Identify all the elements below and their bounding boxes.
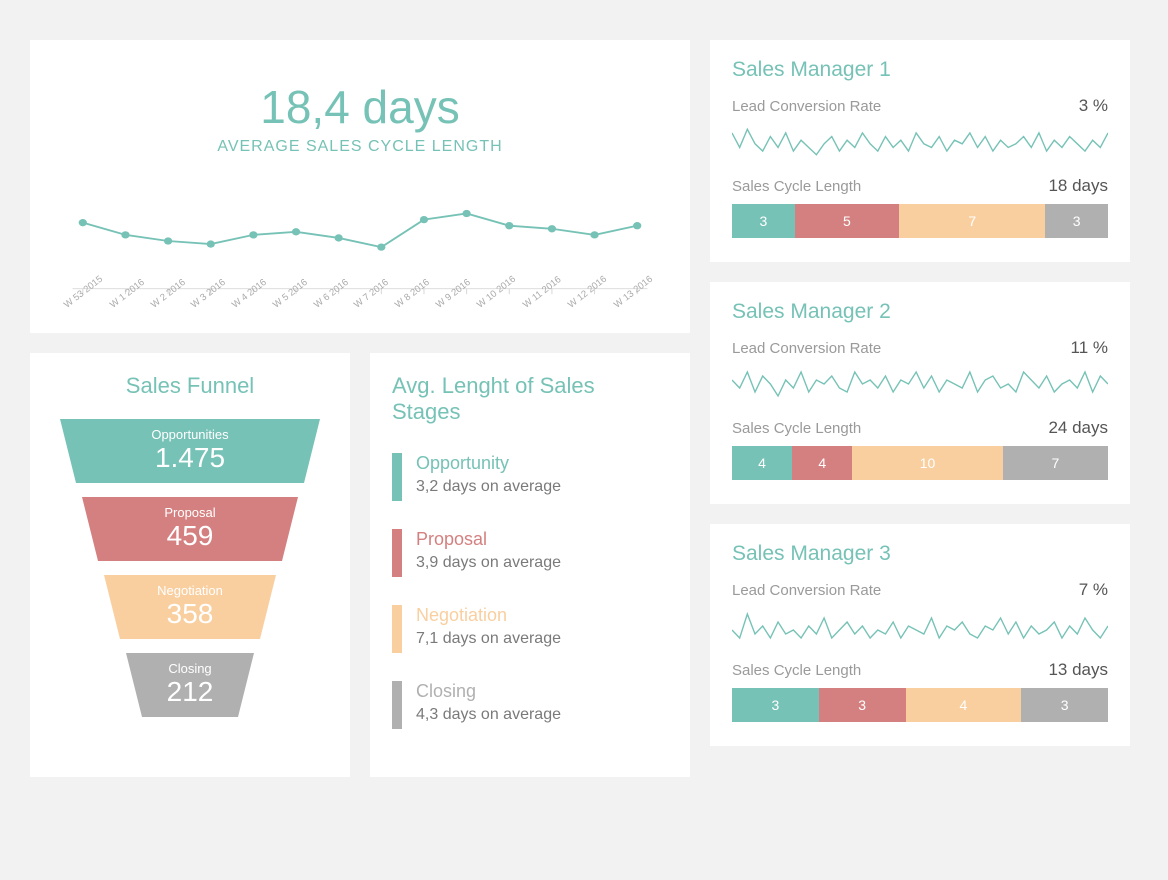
stage-avg-text: 7,1 days on average — [416, 630, 561, 648]
stages-title: Avg. Lenght of Sales Stages — [392, 373, 668, 425]
lcr-label: Lead Conversion Rate — [732, 98, 881, 115]
manager-card: Sales Manager 1 Lead Conversion Rate 3 %… — [710, 40, 1130, 262]
cycle-subtitle: AVERAGE SALES CYCLE LENGTH — [52, 138, 668, 156]
lcr-value: 11 % — [1071, 338, 1109, 358]
scl-value: 18 days — [1048, 176, 1108, 196]
cycle-value: 18,4 days — [52, 80, 668, 134]
cycle-stage-segment: 3 — [1045, 204, 1108, 238]
cycle-stacked-bar: 3573 — [732, 204, 1108, 238]
stage-name: Proposal — [416, 529, 561, 550]
cycle-stage-segment: 3 — [732, 204, 795, 238]
stage-color-bar — [392, 681, 402, 729]
manager-card: Sales Manager 3 Lead Conversion Rate 7 %… — [710, 524, 1130, 746]
cycle-stage-segment: 10 — [852, 446, 1002, 480]
stage-avg-text: 3,9 days on average — [416, 554, 561, 572]
stage-color-bar — [392, 453, 402, 501]
funnel-value: 1.475 — [60, 442, 320, 474]
funnel-body: Opportunities1.475 Proposal459 Negotiation… — [52, 419, 328, 717]
cycle-stage-segment: 7 — [899, 204, 1045, 238]
sparkline-chart — [732, 122, 1108, 162]
sparkline-chart — [732, 606, 1108, 646]
stage-row: Negotiation 7,1 days on average — [392, 605, 668, 653]
cycle-stage-segment: 3 — [732, 688, 819, 722]
funnel-segment: Proposal459 — [82, 497, 298, 561]
scl-label: Sales Cycle Length — [732, 662, 861, 679]
stage-name: Closing — [416, 681, 561, 702]
stage-row: Proposal 3,9 days on average — [392, 529, 668, 577]
funnel-value: 358 — [104, 598, 276, 630]
funnel-label: Opportunities — [60, 427, 320, 442]
cycle-stage-segment: 4 — [732, 446, 792, 480]
stage-row: Closing 4,3 days on average — [392, 681, 668, 729]
funnel-segment: Closing212 — [126, 653, 254, 717]
cycle-stage-segment: 7 — [1003, 446, 1108, 480]
scl-value: 13 days — [1048, 660, 1108, 680]
cycle-stage-segment: 5 — [795, 204, 899, 238]
stages-body: Opportunity 3,2 days on average Proposal… — [392, 453, 668, 729]
stage-name: Negotiation — [416, 605, 561, 626]
lcr-label: Lead Conversion Rate — [732, 340, 881, 357]
manager-title: Sales Manager 2 — [732, 300, 1108, 324]
stage-row: Opportunity 3,2 days on average — [392, 453, 668, 501]
managers-column: Sales Manager 1 Lead Conversion Rate 3 %… — [710, 40, 1130, 777]
funnel-title: Sales Funnel — [52, 373, 328, 399]
scl-value: 24 days — [1048, 418, 1108, 438]
manager-title: Sales Manager 1 — [732, 58, 1108, 82]
funnel-label: Closing — [126, 661, 254, 676]
cycle-stage-segment: 4 — [792, 446, 852, 480]
funnel-label: Negotiation — [104, 583, 276, 598]
funnel-segment: Opportunities1.475 — [60, 419, 320, 483]
funnel-label: Proposal — [82, 505, 298, 520]
cycle-stacked-bar: 3343 — [732, 688, 1108, 722]
manager-card: Sales Manager 2 Lead Conversion Rate 11 … — [710, 282, 1130, 504]
stage-color-bar — [392, 529, 402, 577]
cycle-stage-segment: 4 — [906, 688, 1022, 722]
funnel-value: 212 — [126, 676, 254, 708]
stage-avg-text: 4,3 days on average — [416, 706, 561, 724]
stages-card: Avg. Lenght of Sales Stages Opportunity … — [370, 353, 690, 777]
manager-title: Sales Manager 3 — [732, 542, 1108, 566]
funnel-segment: Negotiation358 — [104, 575, 276, 639]
cycle-stage-segment: 3 — [1021, 688, 1108, 722]
lcr-label: Lead Conversion Rate — [732, 582, 881, 599]
stage-color-bar — [392, 605, 402, 653]
stage-name: Opportunity — [416, 453, 561, 474]
scl-label: Sales Cycle Length — [732, 178, 861, 195]
funnel-card: Sales Funnel Opportunities1.475 Proposal4… — [30, 353, 350, 777]
scl-label: Sales Cycle Length — [732, 420, 861, 437]
cycle-stage-segment: 3 — [819, 688, 906, 722]
funnel-value: 459 — [82, 520, 298, 552]
cycle-x-axis-labels: W 53 2015W 1 2016W 2 2016W 3 2016W 4 201… — [52, 302, 668, 313]
lcr-value: 3 % — [1079, 96, 1108, 116]
cycle-card: 18,4 days AVERAGE SALES CYCLE LENGTH W 5… — [30, 40, 690, 333]
cycle-line-chart — [52, 186, 668, 296]
lcr-value: 7 % — [1079, 580, 1108, 600]
cycle-stacked-bar: 44107 — [732, 446, 1108, 480]
stage-avg-text: 3,2 days on average — [416, 478, 561, 496]
sparkline-chart — [732, 364, 1108, 404]
